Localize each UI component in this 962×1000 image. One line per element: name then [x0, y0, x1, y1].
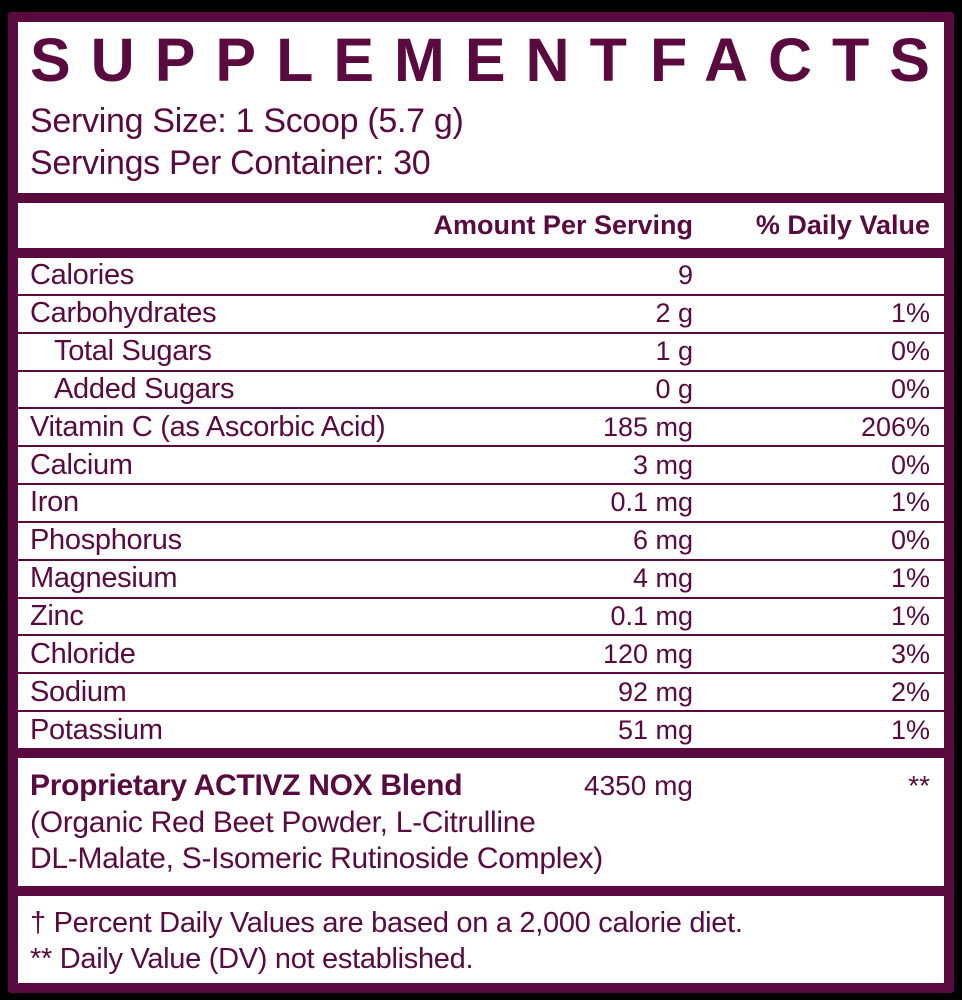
nutrient-daily-value: 0% [890, 525, 930, 556]
blend-amount: 4350 mg [584, 770, 693, 801]
footnote-daily-values: † Percent Daily Values are based on a 2,… [30, 907, 743, 939]
title-word-supplement: SUPPLEMENT [30, 26, 647, 94]
nutrient-name: Iron [30, 486, 79, 519]
column-header-amount: Amount Per Serving [433, 210, 693, 240]
nutrient-daily-value: 206% [860, 411, 930, 442]
nutrient-amount: 185 mg [602, 411, 693, 442]
blend-ingredients-line1: (Organic Red Beet Powder, L-Citrulline [30, 806, 536, 839]
nutrient-name: Added Sugars [54, 372, 235, 405]
nutrient-amount: 1 g [655, 336, 693, 367]
servings-per-container-text: Servings Per Container: 30 [30, 144, 431, 182]
nutrient-daily-value: 1% [890, 714, 930, 745]
column-header-daily-value: % Daily Value [755, 210, 930, 240]
nutrient-amount: 120 mg [602, 638, 693, 669]
table-row-carbohydrates: Carbohydrates 2 g 1% [18, 293, 944, 332]
nutrient-name: Carbohydrates [30, 297, 217, 330]
nutrient-name: Sodium [30, 675, 127, 708]
table-row-added-sugars: Added Sugars 0 g 0% [18, 369, 944, 408]
nutrient-amount: 0.1 mg [610, 601, 693, 632]
table-column-headers: Amount Per Serving % Daily Value [18, 203, 944, 248]
nutrient-name: Vitamin C (as Ascorbic Acid) [30, 410, 386, 443]
table-row-total-sugars: Total Sugars 1 g 0% [18, 331, 944, 370]
footnotes-section: † Percent Daily Values are based on a 2,… [18, 896, 944, 983]
supplement-facts-label: SUPPLEMENT FACTS Serving Size: 1 Scoop (… [8, 12, 954, 993]
nutrient-name: Total Sugars [54, 335, 212, 368]
nutrient-daily-value: 0% [890, 449, 930, 480]
nutrient-daily-value: 3% [890, 638, 930, 669]
nutrient-daily-value: 2% [890, 676, 930, 707]
title-word-facts: FACTS [650, 26, 950, 94]
section-divider-bar [18, 748, 944, 758]
blend-ingredients-line2: DL-Malate, S-Isomeric Rutinoside Complex… [30, 842, 603, 875]
table-row-chloride: Chloride 120 mg 3% [18, 634, 944, 672]
nutrient-name: Calories [30, 259, 134, 292]
table-row-potassium: Potassium 51 mg 1% [18, 710, 944, 748]
nutrient-amount: 2 g [655, 298, 693, 329]
serving-size-text: Serving Size: 1 Scoop (5.7 g) [30, 102, 464, 140]
table-row-vitamin-c: Vitamin C (as Ascorbic Acid) 185 mg 206% [18, 407, 944, 445]
nutrient-table: Calories 9 Carbohydrates 2 g 1% Total Su… [18, 258, 944, 748]
nutrient-name: Calcium [30, 448, 133, 481]
section-divider-bar [18, 886, 944, 896]
table-row-sodium: Sodium 92 mg 2% [18, 672, 944, 710]
proprietary-blend-section: Proprietary ACTIVZ NOX Blend 4350 mg ** … [18, 758, 944, 886]
nutrient-amount: 4 mg [632, 563, 693, 594]
section-divider-bar [18, 193, 944, 203]
nutrient-amount: 9 [677, 260, 693, 291]
footnote-dv-not-established: ** Daily Value (DV) not established. [30, 943, 474, 975]
nutrient-name: Zinc [30, 600, 84, 633]
nutrient-amount: 3 mg [632, 449, 693, 480]
table-row-calcium: Calcium 3 mg 0% [18, 445, 944, 483]
table-row-iron: Iron 0.1 mg 1% [18, 483, 944, 521]
nutrient-amount: 51 mg [617, 714, 693, 745]
blend-name: Proprietary ACTIVZ NOX Blend [30, 769, 463, 802]
nutrient-name: Chloride [30, 637, 136, 670]
nutrient-name: Potassium [30, 713, 163, 746]
table-row-zinc: Zinc 0.1 mg 1% [18, 596, 944, 635]
page-title: SUPPLEMENT FACTS [30, 27, 930, 93]
nutrient-daily-value: 1% [890, 601, 930, 632]
table-row-phosphorus: Phosphorus 6 mg 0% [18, 520, 944, 559]
nutrient-daily-value: 0% [890, 373, 930, 404]
nutrient-amount: 6 mg [632, 525, 693, 556]
nutrient-daily-value: 1% [890, 563, 930, 594]
blend-daily-value: ** [908, 770, 930, 801]
nutrient-daily-value: 1% [890, 487, 930, 518]
nutrient-amount: 0.1 mg [610, 487, 693, 518]
nutrient-daily-value: 0% [890, 336, 930, 367]
nutrient-amount: 92 mg [617, 676, 693, 707]
section-divider-bar [18, 248, 944, 258]
table-row-calories: Calories 9 [18, 258, 944, 294]
nutrient-name: Phosphorus [30, 524, 182, 557]
table-row-magnesium: Magnesium 4 mg 1% [18, 558, 944, 597]
nutrient-amount: 0 g [655, 373, 693, 404]
nutrient-daily-value: 1% [890, 298, 930, 329]
label-header-section: SUPPLEMENT FACTS Serving Size: 1 Scoop (… [18, 22, 944, 193]
nutrient-name: Magnesium [30, 562, 178, 595]
